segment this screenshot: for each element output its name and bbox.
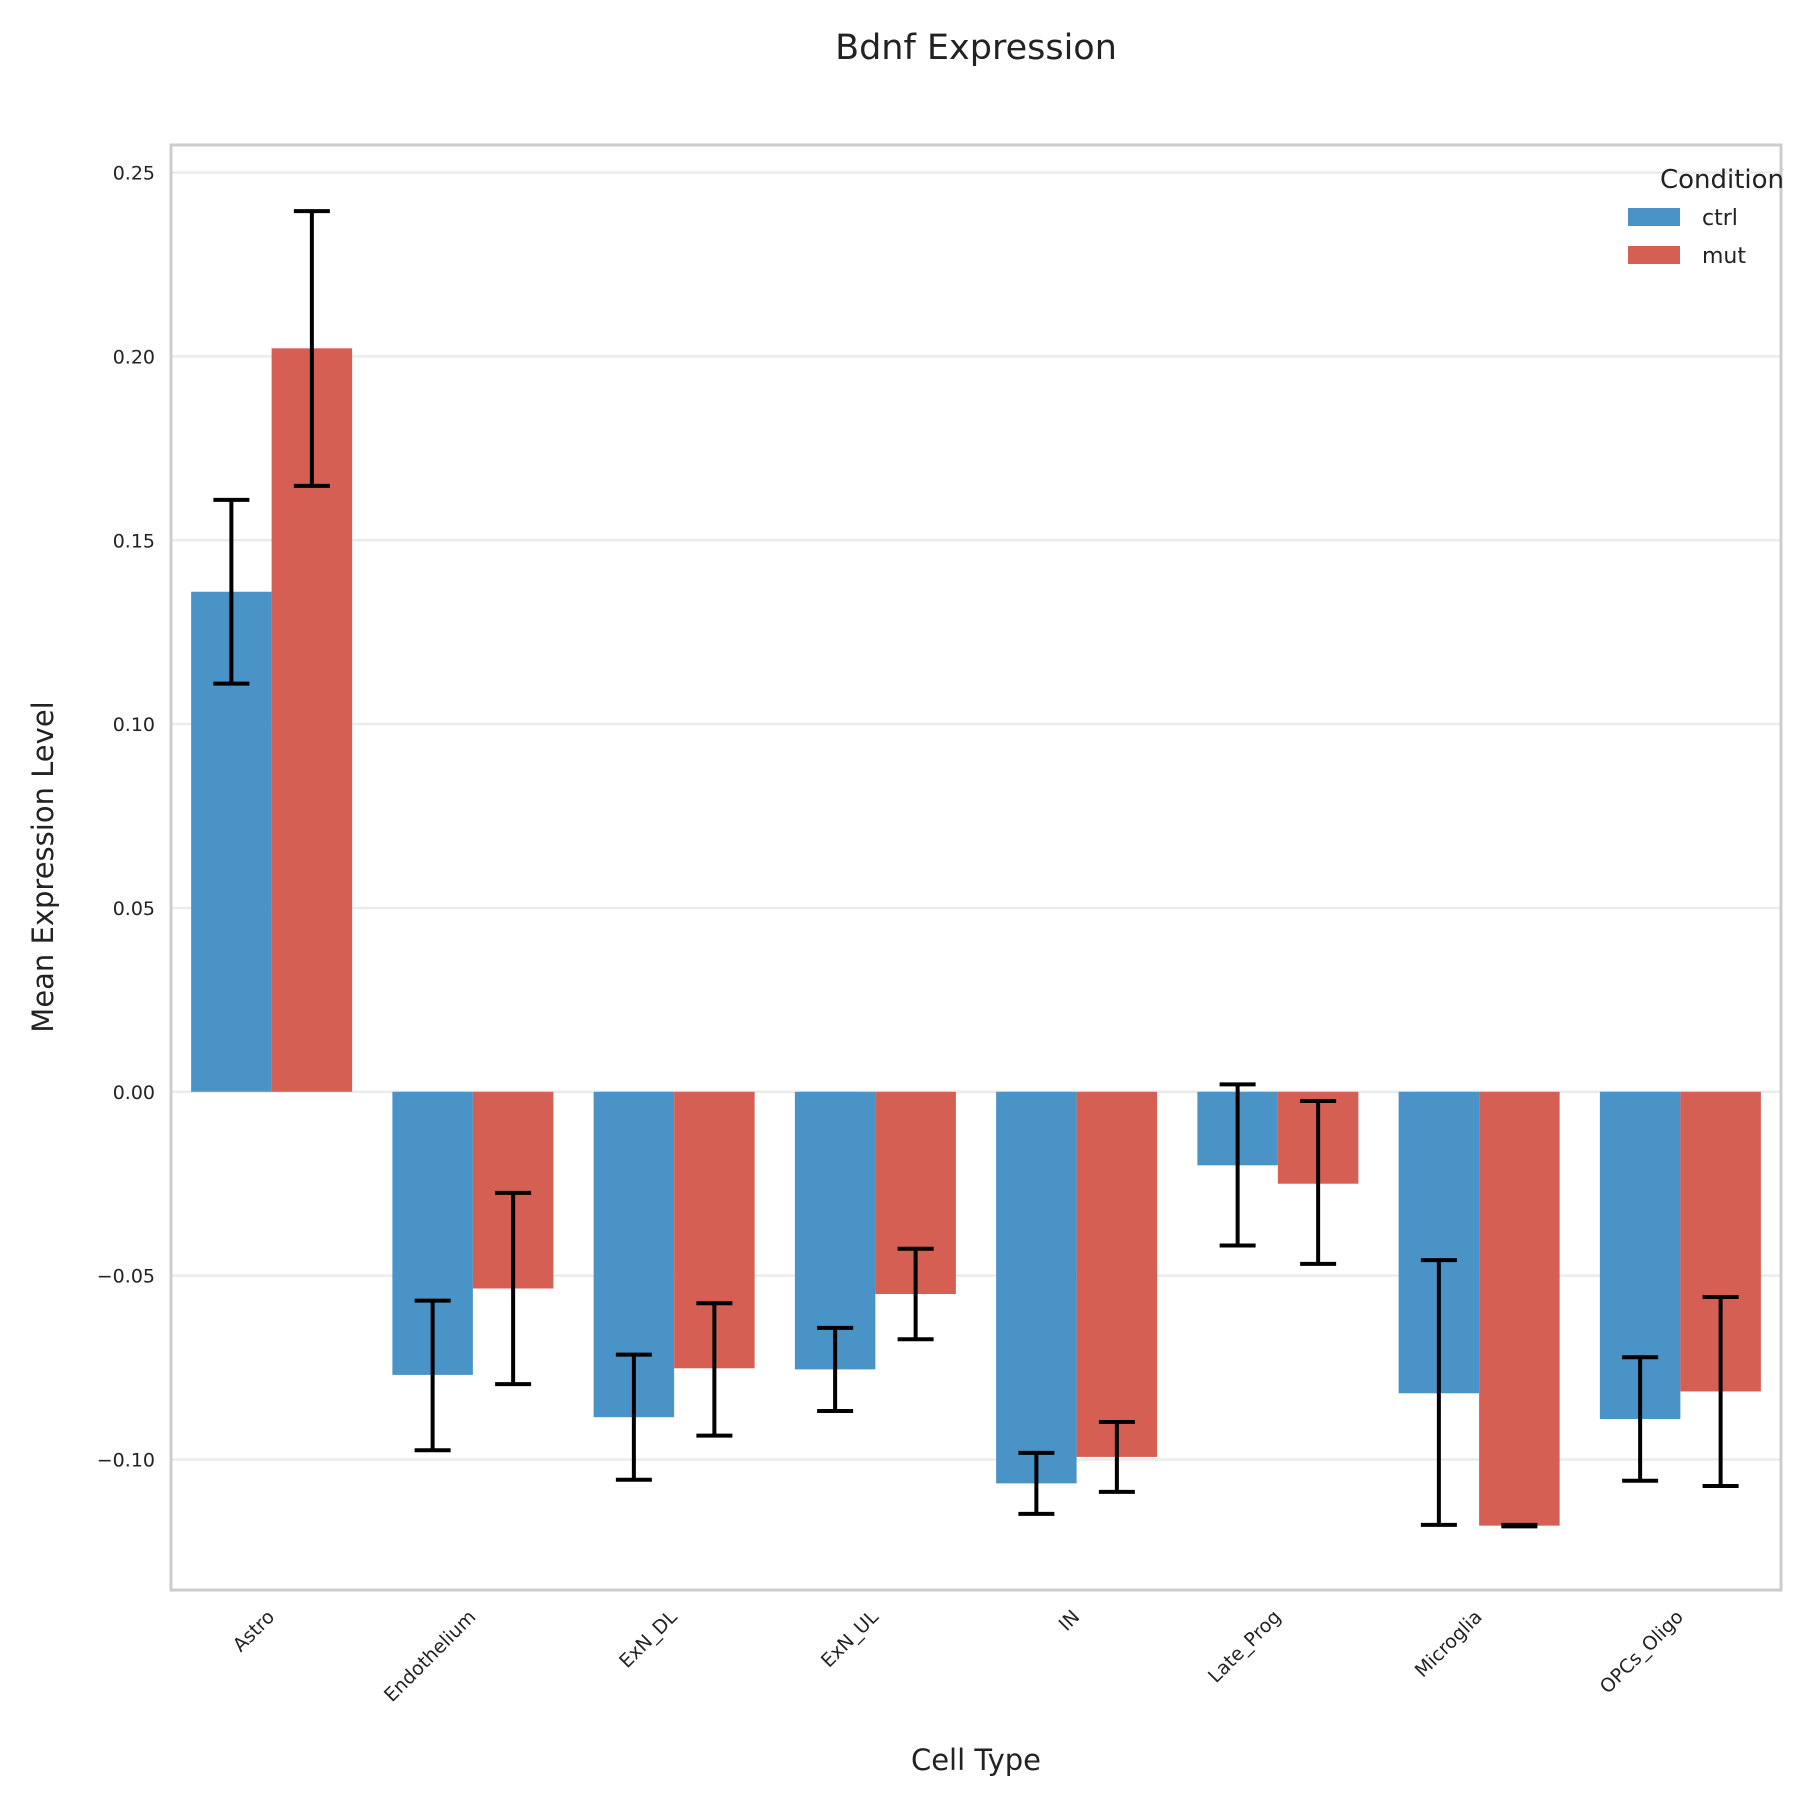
error-bar-mut-ExN_UL [897,1246,934,1342]
bars [191,348,1761,1526]
y-tick-label: −0.05 [97,1266,155,1288]
error-bar-mut-Astro [293,209,330,488]
error-bar-mut-Microglia [1501,1522,1538,1529]
y-tick-label: 0.20 [113,346,155,368]
legend-swatch-mut [1628,246,1680,264]
error-bar-mut-Late_Prog [1300,1098,1337,1266]
error-bar-ctrl-Astro [213,497,250,686]
error-bar-ctrl-IN [1018,1450,1055,1516]
error-bar-ctrl-ExN_UL [817,1325,854,1413]
y-axis-title: Mean Expression Level [26,701,60,1032]
legend-label-ctrl: ctrl [1702,206,1738,231]
error-bars [213,209,1739,1529]
legend-title: Condition [1660,165,1784,195]
error-bar-ctrl-Endothelium [414,1298,451,1453]
legend-swatch-ctrl [1628,208,1680,226]
error-bar-ctrl-OPCs_Oligo [1622,1355,1659,1483]
error-bar-ctrl-Microglia [1420,1258,1457,1527]
y-tick-label: 0.05 [113,898,155,920]
plot-frame [169,143,1783,1592]
y-tick-label: 0.25 [113,163,155,185]
y-tick-label: 0.00 [113,1082,155,1104]
y-tick-label: −0.10 [97,1449,155,1471]
bar-ctrl-ExN_UL [794,1091,876,1370]
legend: Condition ctrl mut [1628,165,1784,269]
y-axis-ticks: −0.10 −0.05 0.00 0.05 0.10 0.15 0.20 0.25 [97,163,155,1472]
error-bar-mut-OPCs_Oligo [1702,1294,1739,1488]
error-bar-mut-ExN_DL [696,1301,733,1438]
x-axis-title: Cell Type [911,1743,1041,1777]
y-tick-label: 0.15 [113,530,155,552]
error-bar-mut-IN [1098,1419,1135,1494]
bar-mut-IN [1076,1091,1158,1457]
chart-title: Bdnf Expression [835,28,1117,68]
legend-label-mut: mut [1702,244,1746,269]
bar-ctrl-IN [996,1091,1077,1484]
y-tick-label: 0.10 [113,714,155,736]
bar-mut-Microglia [1479,1091,1560,1526]
error-bar-ctrl-Late_Prog [1219,1082,1256,1248]
error-bar-mut-Endothelium [495,1190,532,1387]
error-bar-ctrl-ExN_DL [615,1352,652,1482]
